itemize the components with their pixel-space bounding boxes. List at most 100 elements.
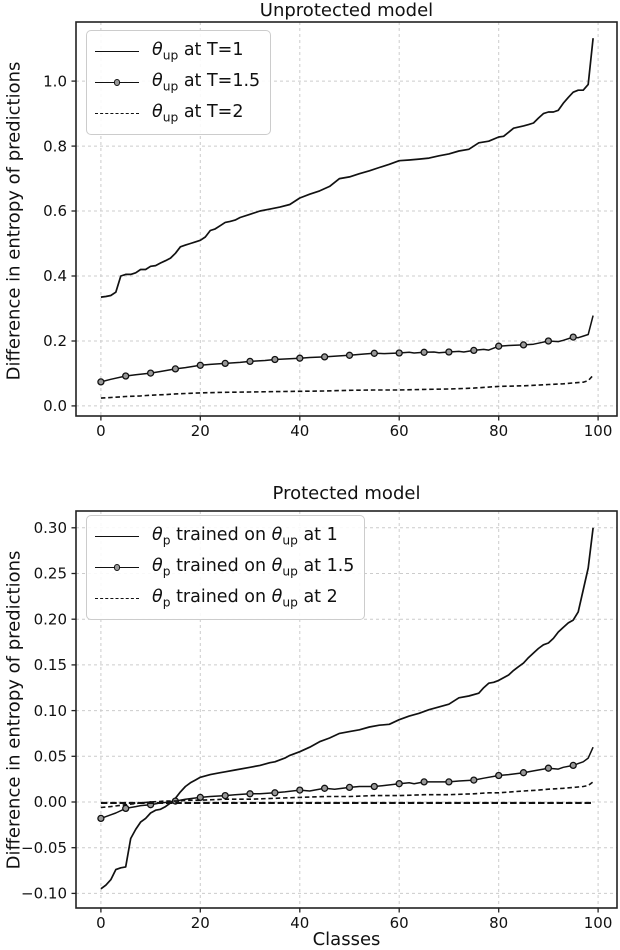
x-tick-label: 40	[290, 422, 309, 440]
legend-sample-stroke	[95, 536, 139, 537]
series-marker-theta-up-T1.5	[97, 378, 105, 386]
series-marker-theta-p-on-1.5	[320, 784, 329, 792]
legend-sample-marker-dot	[113, 564, 121, 571]
legend-entry-theta-up-T1.5: θup at T=1.5	[95, 67, 260, 98]
series-marker-theta-up-T1.5	[146, 369, 155, 377]
legend-label-part: at T=1.5	[178, 71, 261, 92]
series-marker-theta-up-T1.5	[544, 337, 553, 345]
y-axis-label-protected: Difference in entropy of predictions	[3, 550, 25, 870]
legend-label-part: p	[162, 533, 171, 548]
series-line-theta-up-T1	[100, 38, 594, 298]
series-marker-theta-p-on-1.5	[370, 782, 378, 791]
legend-sample-solid-line	[95, 536, 139, 537]
legend-label-part: θ	[152, 71, 163, 92]
series-line-theta-p-on-2	[100, 781, 594, 809]
x-axis-label-classes: Classes	[312, 929, 381, 950]
series-marker-theta-up-T1.5	[445, 348, 453, 356]
legend-label-part: trained on	[170, 525, 272, 546]
legend-label: θp trained on θup at 2	[152, 587, 338, 610]
legend-label-part: at 1	[297, 525, 338, 546]
x-tick-label: 0	[96, 914, 106, 932]
legend-label-part: p	[162, 595, 171, 610]
legend-sample-stroke	[95, 598, 139, 599]
legend-entry-theta-p-on-1.5: θp trained on θup at 1.5	[95, 552, 354, 583]
y-tick-label: 0.05	[34, 748, 67, 766]
x-tick-label: 80	[489, 422, 508, 440]
y-tick-label: 0.30	[34, 519, 67, 537]
y-axis-label-unprotected: Difference in entropy of predictions	[3, 61, 25, 381]
legend-label-part: up	[282, 533, 298, 548]
legend-label-part: at T=1	[178, 40, 244, 61]
legend-label: θup at T=1	[152, 40, 243, 63]
legend-label-part: at 1.5	[297, 556, 355, 577]
series-line-theta-p-on-1	[100, 527, 594, 890]
series-marker-theta-up-T1.5	[569, 333, 577, 341]
series-marker-theta-up-T1.5	[296, 354, 304, 362]
series-marker-theta-up-T1.5	[470, 346, 478, 355]
legend-entry-theta-up-T2: θup at T=2	[95, 98, 260, 129]
chart-title-protected: Protected model	[272, 483, 421, 504]
series-marker-theta-up-T1.5	[495, 342, 503, 350]
x-tick-label: 60	[390, 914, 409, 932]
legend-label-part: θ	[152, 40, 163, 61]
series-line-theta-p-on-1.5	[100, 746, 594, 820]
legend-label: θp trained on θup at 1.5	[152, 556, 354, 579]
x-tick-label: 20	[191, 914, 210, 932]
series-marker-theta-p-on-1.5	[296, 786, 304, 794]
series-marker-theta-p-on-1.5	[221, 791, 229, 800]
legend-sample-marker-line	[95, 564, 139, 571]
series-marker-theta-up-T1.5	[345, 351, 354, 359]
series-marker-theta-p-on-1.5	[196, 793, 204, 802]
y-tick-label: 0.0	[43, 397, 67, 415]
y-tick-label: 0.10	[34, 702, 67, 720]
series-marker-theta-up-T1.5	[320, 353, 329, 361]
legend-label-part: θ	[152, 525, 163, 546]
y-tick-label: 1.0	[43, 72, 67, 90]
legend-label: θup at T=1.5	[152, 71, 260, 94]
legend-label-part: θ	[271, 556, 283, 577]
chart-title-unprotected: Unprotected model	[259, 0, 434, 21]
series-marker-theta-up-T1.5	[246, 357, 254, 366]
series-marker-theta-p-on-1.5	[97, 814, 105, 823]
legend-unprotected: θup at T=1 θup at T=1.5 θup at T=2	[86, 30, 272, 135]
series-line-theta-up-T2	[100, 374, 594, 399]
series-marker-theta-p-on-1.5	[122, 804, 130, 813]
y-tick-label: 0.00	[34, 793, 67, 811]
legend-label-part: θ	[152, 556, 163, 577]
x-tick-label: 40	[290, 914, 309, 932]
series-marker-theta-up-T1.5	[370, 349, 378, 357]
series-marker-theta-up-T1.5	[221, 359, 229, 368]
axes-spine	[75, 510, 618, 909]
legend-label-part: θ	[271, 587, 283, 608]
series-marker-theta-up-T1.5	[420, 348, 428, 356]
legend-sample-dashed-line	[95, 113, 139, 114]
legend-sample-stroke	[95, 113, 139, 114]
legend-entry-theta-up-T1: θup at T=1	[95, 36, 260, 67]
legend-label-part: θ	[152, 587, 163, 608]
legend-label-part: up	[162, 48, 179, 63]
y-tick-label: 0.2	[43, 332, 67, 350]
y-tick-label: 0.20	[34, 610, 67, 628]
y-tick-label: −0.05	[21, 839, 67, 857]
x-tick-label: 0	[96, 422, 106, 440]
series-marker-theta-up-T1.5	[271, 355, 279, 364]
legend-label-part: θ	[271, 525, 283, 546]
x-tick-label: 100	[584, 422, 613, 440]
legend-entry-theta-p-on-1: θp trained on θup at 1	[95, 521, 354, 552]
axes-spine	[75, 21, 618, 417]
series-marker-theta-p-on-1.5	[246, 790, 254, 798]
legend-label-part: θ	[152, 102, 163, 123]
legend-label-part: p	[162, 564, 171, 579]
series-marker-theta-p-on-1.5	[420, 778, 428, 786]
legend-label: θp trained on θup at 1	[152, 525, 338, 548]
series-marker-theta-up-T1.5	[395, 349, 403, 357]
y-tick-label: −0.10	[21, 885, 67, 903]
series-marker-theta-up-T1.5	[171, 365, 180, 373]
y-tick-label: 0.8	[43, 137, 67, 155]
legend-sample-stroke	[95, 51, 139, 52]
x-tick-label: 80	[489, 914, 508, 932]
legend-label-part: at 2	[297, 587, 338, 608]
legend-label-part: up	[282, 595, 298, 610]
series-marker-theta-p-on-1.5	[271, 789, 279, 797]
